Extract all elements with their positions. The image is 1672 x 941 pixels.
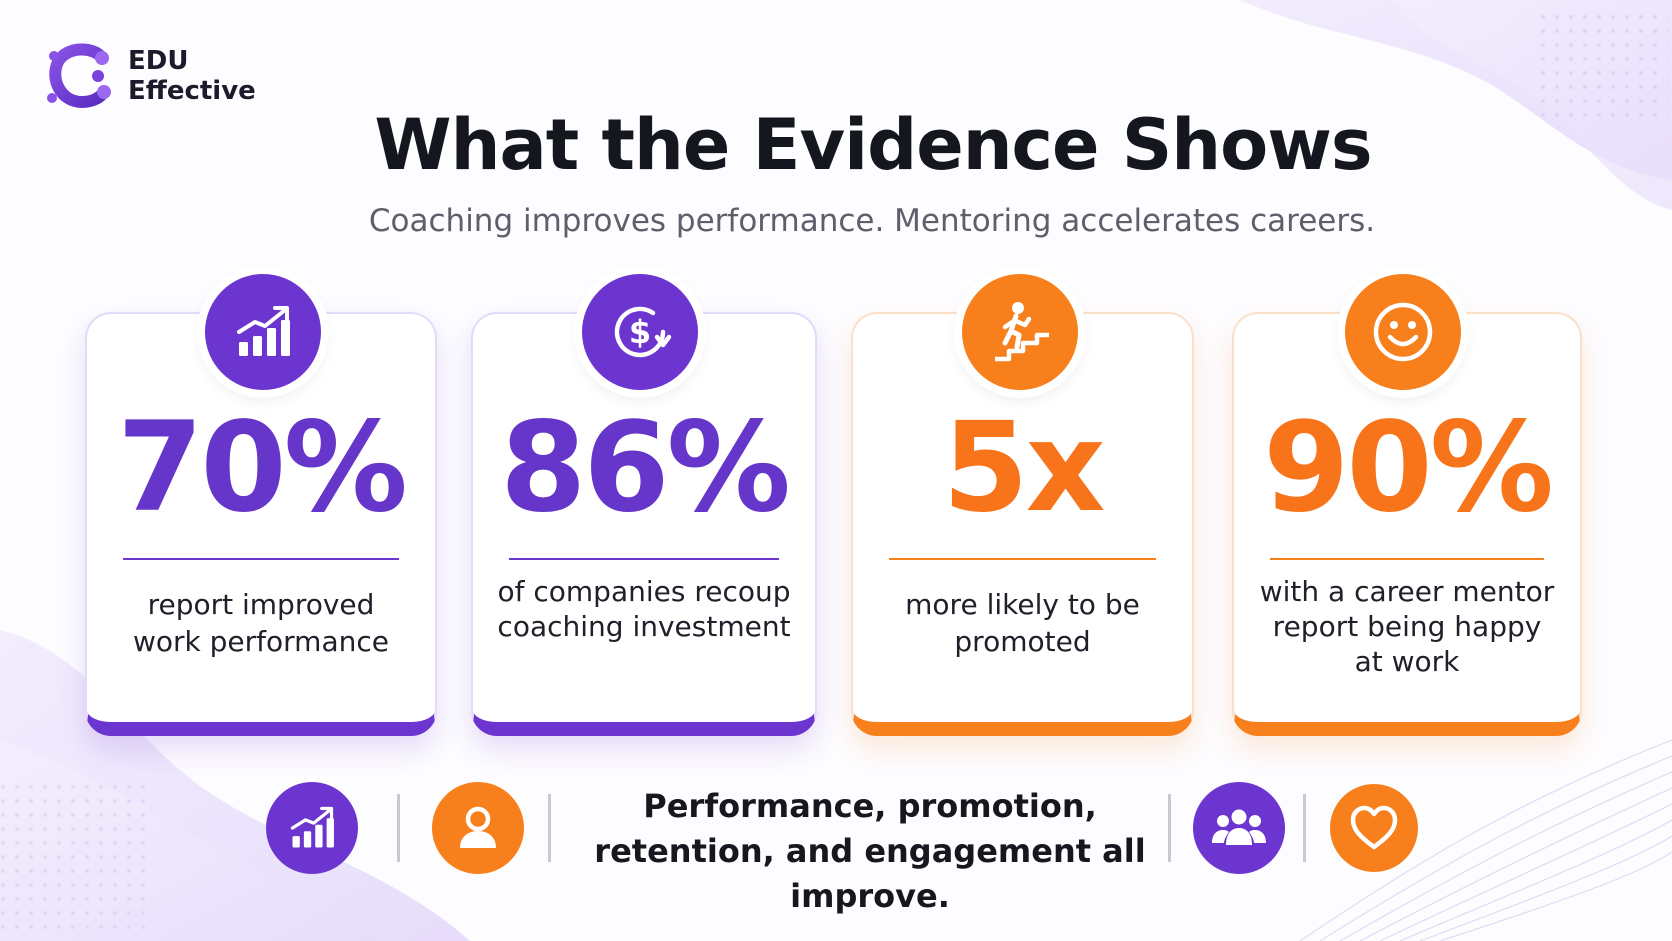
- edu-logo-icon: [47, 43, 111, 109]
- brand-logo: EDU Effective: [44, 40, 256, 112]
- person-icon: [432, 782, 524, 874]
- divider-line: [1168, 794, 1171, 862]
- divider-line: [548, 794, 551, 862]
- stat-description: of companies recoup coaching investment: [497, 575, 791, 643]
- group-icon: [1193, 782, 1285, 874]
- dollar-cycle-icon: $: [582, 274, 698, 390]
- heart-icon: [1330, 784, 1418, 872]
- stat-card-performance: 70% report improved work performance: [85, 312, 437, 736]
- climbing-stairs-icon: [962, 274, 1078, 390]
- stat-description: report improved work performance: [133, 588, 389, 658]
- stat-value: 86%: [500, 396, 791, 540]
- card-divider: [889, 558, 1156, 560]
- card-divider: [123, 558, 399, 560]
- card-divider: [509, 558, 779, 560]
- divider-line: [397, 794, 400, 862]
- stat-value: 90%: [1263, 396, 1554, 540]
- stat-value: 5x: [942, 396, 1105, 540]
- divider-line: [1303, 794, 1306, 862]
- svg-text:$: $: [629, 313, 651, 351]
- card-divider: [1270, 558, 1544, 560]
- stat-card-happiness: 90% with a career mentor report being ha…: [1232, 312, 1582, 736]
- stat-description: with a career mentor report being happy …: [1259, 575, 1555, 678]
- stat-description: more likely to be promoted: [905, 588, 1140, 658]
- page-subtitle: Coaching improves performance. Mentoring…: [368, 203, 1376, 239]
- stat-value: 70%: [117, 396, 408, 540]
- footer-message: Performance, promotion, retention, and e…: [594, 787, 1146, 915]
- brand-name-line1: EDU: [128, 46, 189, 76]
- growth-chart-icon: [205, 274, 321, 390]
- growth-chart-icon: [266, 782, 358, 874]
- page-title: What the Evidence Shows: [374, 104, 1372, 186]
- smiley-face-icon: [1345, 274, 1461, 390]
- brand-name-line2: Effective: [128, 76, 256, 106]
